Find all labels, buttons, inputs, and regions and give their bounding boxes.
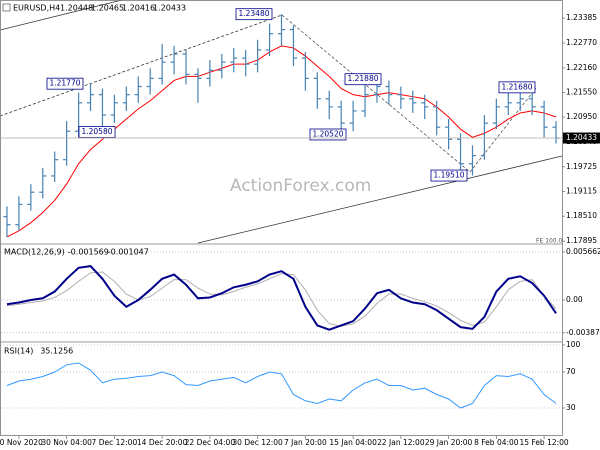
level-box — [46, 77, 84, 90]
x-tick-label: 30 Nov 04:00 — [41, 438, 92, 447]
x-tick-label: 29 Jan 20:00 — [425, 438, 473, 447]
y-tick-label: 70 — [566, 367, 576, 376]
level-box — [498, 81, 536, 94]
level-label: 1.19510 — [433, 171, 464, 180]
level-box — [309, 128, 347, 141]
level-box — [235, 8, 273, 21]
x-tick-label: 14 Dec 20:00 — [137, 438, 188, 447]
x-tick-label: 7 Dec 12:00 — [92, 438, 138, 447]
level-label: 1.21770 — [49, 79, 80, 88]
trend-line — [0, 0, 123, 31]
symbol-icon — [2, 3, 11, 12]
level-box — [78, 126, 116, 138]
trend-line — [197, 155, 563, 244]
indicator-value: -0.001569 — [68, 248, 109, 257]
level-label: 1.21880 — [347, 74, 378, 83]
watermark: ActionForex.com — [230, 176, 371, 196]
indicator-title: MACD(12,26,9) — [4, 248, 65, 257]
y-tick-label: 1.22770 — [566, 38, 597, 47]
y-tick-label: 0.00 — [566, 295, 583, 304]
y-tick-label: 0.005662 — [566, 247, 600, 256]
symbol: EURUSD,H4 — [13, 4, 60, 13]
x-tick-label: 22 Dec 04:00 — [185, 438, 236, 447]
y-tick-label: 1.19115 — [566, 187, 597, 196]
level-box — [344, 73, 382, 86]
y-tick-label: 30 — [566, 403, 576, 412]
fe-label: FE 100.0 — [536, 238, 563, 245]
x-tick-label: 8 Feb 04:00 — [474, 438, 519, 447]
series-line — [6, 265, 557, 331]
quote-open: 1.20448 — [60, 4, 93, 13]
plot-layer: 1.233851.227701.221601.215501.209501.203… — [0, 4, 600, 447]
level-label: 1.20580 — [81, 127, 112, 136]
y-tick-label: 1.18510 — [566, 211, 597, 220]
indicator-title: RSI(14) — [4, 347, 33, 356]
level-label: 1.20520 — [312, 129, 343, 138]
current-price-box — [563, 132, 600, 144]
y-tick-label: -0.003872 — [566, 328, 600, 337]
quote-low: 1.20416 — [122, 4, 155, 13]
trend-line — [469, 87, 537, 173]
frame — [0, 0, 563, 436]
level-box — [430, 169, 468, 182]
x-tick-label: 7 Jan 20:00 — [284, 438, 327, 447]
x-tick-label: 30 Dec 12:00 — [232, 438, 283, 447]
y-tick-label: 100 — [566, 340, 581, 349]
x-tick-label: 22 Jan 12:00 — [377, 438, 425, 447]
x-tick-label: 15 Feb 12:00 — [519, 438, 568, 447]
y-tick-label: 1.22160 — [566, 63, 597, 72]
indicator-value: 35.1256 — [40, 347, 73, 356]
x-tick-label: 20 Nov 2020 — [0, 438, 43, 447]
current-price-label: 1.20433 — [566, 133, 597, 142]
series-line — [6, 362, 557, 409]
y-tick-label: 1.19725 — [566, 162, 597, 171]
y-tick-label: 1.23385 — [566, 13, 597, 22]
quote-high: 1.20465 — [91, 4, 124, 13]
series-line — [6, 271, 557, 327]
y-tick-label: 1.20950 — [566, 112, 597, 121]
x-tick-label: 15 Jan 04:00 — [329, 438, 377, 447]
level-label: 1.21680 — [501, 82, 532, 91]
level-label: 1.23480 — [238, 9, 269, 18]
indicator-value: -0.001047 — [108, 248, 149, 257]
y-tick-label: 1.17895 — [566, 236, 597, 245]
quote-close: 1.20433 — [153, 4, 186, 13]
trend-line — [281, 14, 471, 173]
y-tick-label: 1.21550 — [566, 88, 597, 97]
